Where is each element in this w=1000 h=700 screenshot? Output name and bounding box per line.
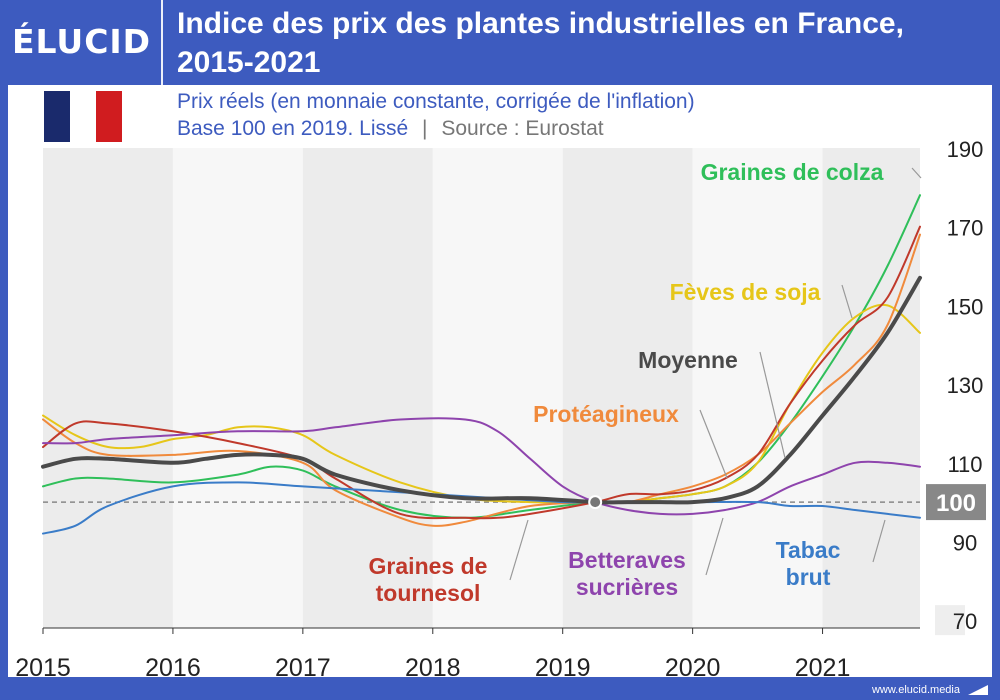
series-line-betteraves (42, 417, 921, 516)
title-line-1: Indice des prix des plantes industrielle… (177, 7, 904, 40)
header-bar: ÉLUCID Indice des prix des plantes indus… (0, 0, 1000, 85)
year-band (172, 148, 303, 628)
x-tick-label: 2020 (665, 654, 721, 682)
x-tick-label: 2018 (405, 654, 461, 682)
y-tick-label: 150 (947, 294, 984, 319)
subtitle-base: Base 100 en 2019. Lissé (177, 117, 409, 140)
x-tick-label: 2015 (15, 654, 71, 682)
year-band (43, 148, 173, 628)
annotation-leader (911, 167, 922, 179)
subtitle-line-1: Prix réels (en monnaie constante, corrig… (177, 90, 695, 113)
flag-blue-band (44, 91, 70, 142)
y-tick-label: 110 (947, 452, 982, 477)
year-band (432, 148, 563, 628)
annotation-label: Graines de colza (701, 159, 884, 185)
y-tick-label: 70 (953, 609, 977, 634)
page-title: Indice des prix des plantes industrielle… (177, 4, 977, 82)
header-separator (161, 0, 163, 85)
title-line-2: 2015-2021 (177, 46, 321, 79)
flag-red-band (96, 91, 122, 142)
series-line-tournesol (42, 225, 921, 520)
french-flag-icon (44, 91, 122, 142)
series-line-colza (42, 194, 921, 519)
annotation-leader (509, 519, 529, 581)
subtitle-sep: | (422, 117, 428, 140)
y-tick-label: 170 (947, 216, 984, 241)
subtitle-line-2: Base 100 en 2019. Lissé | Source : Euros… (177, 115, 695, 142)
annotation-label: Fèves de soja (670, 279, 821, 305)
y-tick-label: 130 (947, 373, 984, 398)
annotation-leader (759, 351, 786, 459)
annotation-label: sucrières (576, 574, 678, 600)
x-tick-label: 2017 (275, 654, 331, 682)
x-tick-label: 2016 (145, 654, 201, 682)
base-point (588, 495, 603, 510)
annotation-leader (699, 409, 728, 479)
series-line-proteagineux (42, 233, 921, 527)
y-tick-label: 190 (947, 137, 984, 162)
annotation-leader (872, 519, 886, 563)
elucid-logo: ÉLUCID (12, 22, 152, 61)
annotation-label: Protéagineux (533, 401, 679, 427)
y-tick-bg (935, 605, 965, 636)
x-tick-label: 2021 (795, 654, 851, 682)
flag-white-band (70, 91, 96, 142)
baseline-label: 100 (936, 490, 976, 517)
baseline-label-box (926, 484, 986, 521)
annotation-label: Betteraves (568, 547, 686, 573)
annotation-label: brut (786, 564, 831, 590)
annotation-leader (841, 284, 853, 319)
subtitle-source: Source : Eurostat (441, 117, 604, 140)
annotation-leader (705, 517, 724, 576)
footer-logo-mark (968, 685, 988, 695)
y-tick-label: 90 (953, 530, 977, 555)
footer-url: www.elucid.media (871, 684, 960, 696)
series-line-moyenne (41, 275, 922, 505)
series-line-tabac (42, 481, 921, 535)
chart-subtitle: Prix réels (en monnaie constante, corrig… (177, 88, 695, 142)
annotation-label: tournesol (376, 580, 481, 606)
annotation-label: Moyenne (638, 347, 738, 373)
annotation-label: Graines de (369, 553, 488, 579)
annotation-label: Tabac (776, 537, 841, 563)
year-band (302, 148, 433, 628)
year-band (562, 148, 693, 628)
x-tick-label: 2019 (535, 654, 591, 682)
year-band (822, 148, 920, 628)
